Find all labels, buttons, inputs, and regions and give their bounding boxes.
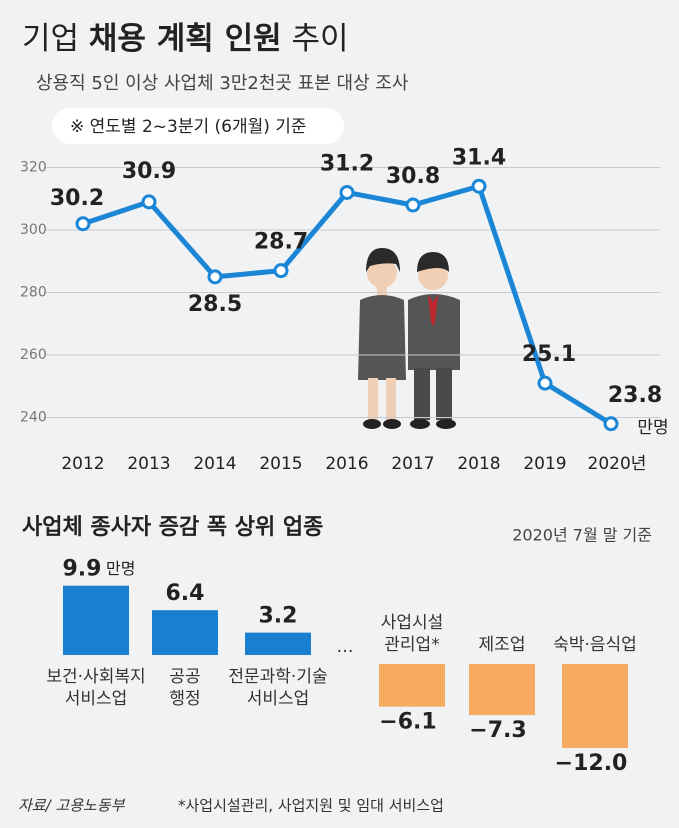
data-label: 23.8 (608, 383, 662, 408)
note-box (52, 108, 344, 144)
bar (152, 610, 218, 655)
data-label: 31.2 (320, 152, 374, 177)
x-tick-label: 2014 (193, 454, 236, 474)
x-tick-label: 전문과학·기술 서비스업 (228, 667, 328, 710)
data-label: 28.5 (188, 292, 242, 317)
unit: 만명 (106, 559, 135, 578)
x-tick-label: 2013 (127, 454, 170, 474)
data-label: 30.8 (386, 164, 440, 189)
unit: 만명 (637, 418, 668, 438)
footnote: *사업시설관리, 사업지원 및 임대 서비스업 (178, 797, 444, 815)
data-label: −7.3 (469, 718, 526, 743)
data-label: −6.1 (379, 710, 436, 735)
data-label: 6.4 (166, 581, 205, 606)
x-tick-label: … (336, 637, 354, 657)
data-label: 30.9 (122, 159, 176, 184)
point (537, 375, 553, 391)
x-tick-label: 공공 행정 (169, 667, 201, 710)
point (471, 178, 487, 194)
point (405, 197, 421, 213)
bar (245, 632, 311, 655)
x-tick-label: 사업시설 관리업* (380, 613, 444, 656)
bar (63, 585, 129, 655)
data-label: 3.2 (259, 604, 298, 629)
y-tick-label: 320 (20, 160, 47, 176)
y-tick-label: 240 (20, 410, 47, 426)
x-tick-label: 2019 (523, 454, 566, 474)
x-tick-label: 2015 (259, 454, 302, 474)
x-tick-label: 2012 (61, 454, 104, 474)
title-part: 추이 (291, 21, 348, 57)
note: ※ 연도별 2~3분기 (6개월) 기준 (70, 117, 307, 137)
data-label: 25.1 (522, 342, 576, 367)
line (82, 183, 613, 426)
bar (379, 664, 445, 707)
y-tick-label: 260 (20, 347, 47, 363)
x-tick-label: 2016 (325, 454, 368, 474)
data-label: 9.9 (63, 557, 102, 582)
illustration (358, 248, 460, 429)
source: 자료/ 고용노동부 (18, 797, 126, 815)
x-tick-label: 제조업 (478, 635, 526, 655)
point (603, 416, 619, 432)
y-tick-label: 300 (20, 222, 47, 238)
data-label: −12.0 (555, 751, 628, 776)
chart-title: 기업 채용 계획 인원 추이 (22, 21, 349, 57)
x-tick-label: 숙박·음식업 (553, 635, 637, 655)
bar (469, 664, 535, 716)
subtitle: 상용직 5인 이상 사업체 3만2천곳 표본 대상 조사 (36, 73, 409, 94)
data-label: 30.2 (50, 186, 104, 211)
x-tick-label: 2017 (391, 454, 434, 474)
y-tick-label: 280 (20, 285, 47, 301)
subtitle: 2020년 7월 말 기준 (512, 526, 652, 545)
point (141, 194, 157, 210)
point (207, 269, 223, 285)
point (339, 185, 355, 200)
x-tick-label: 보건·사회복지 서비스업 (46, 667, 146, 710)
bar (562, 664, 628, 748)
title-part: 채용 계획 인원 (89, 21, 282, 57)
point (273, 263, 289, 279)
title-part: 기업 (22, 21, 79, 57)
chart-title: 사업체 종사자 증감 폭 상위 업종 (22, 515, 323, 540)
point (75, 216, 91, 232)
x-tick-label: 2018 (457, 454, 500, 474)
data-label: 28.7 (254, 230, 308, 255)
data-label: 31.4 (452, 145, 506, 170)
x-tick-label: 2020년 (588, 454, 647, 474)
